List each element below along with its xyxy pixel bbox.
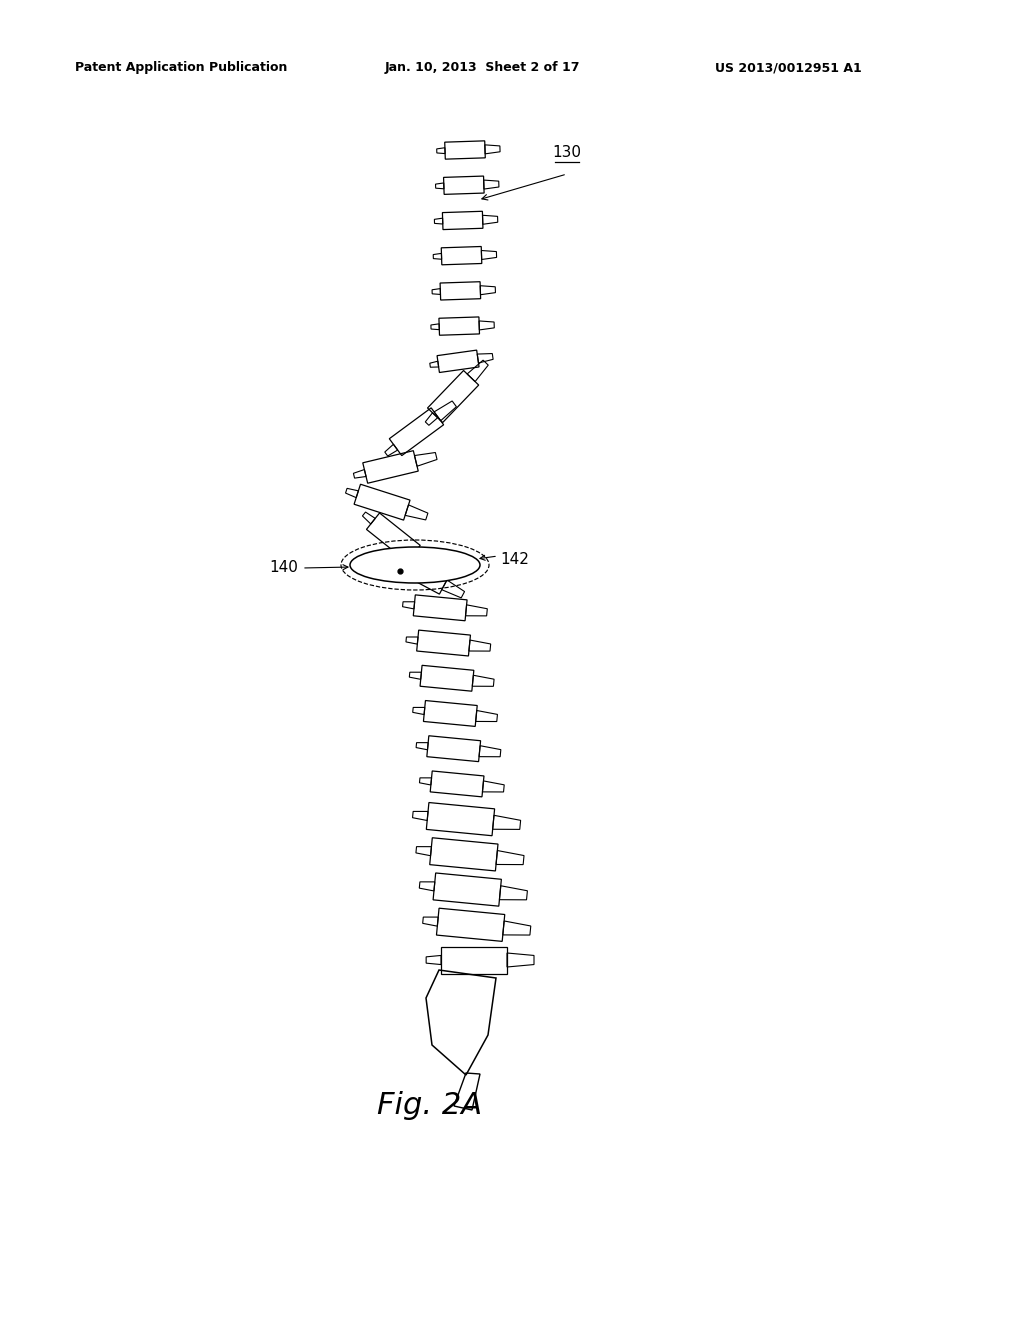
Text: 130: 130 [553,145,582,160]
Text: Jan. 10, 2013  Sheet 2 of 17: Jan. 10, 2013 Sheet 2 of 17 [385,62,581,74]
Text: 142: 142 [500,553,528,568]
Text: 140: 140 [269,561,298,576]
Text: Patent Application Publication: Patent Application Publication [75,62,288,74]
Ellipse shape [350,546,480,583]
Text: US 2013/0012951 A1: US 2013/0012951 A1 [715,62,862,74]
Text: Fig. 2A: Fig. 2A [378,1090,482,1119]
